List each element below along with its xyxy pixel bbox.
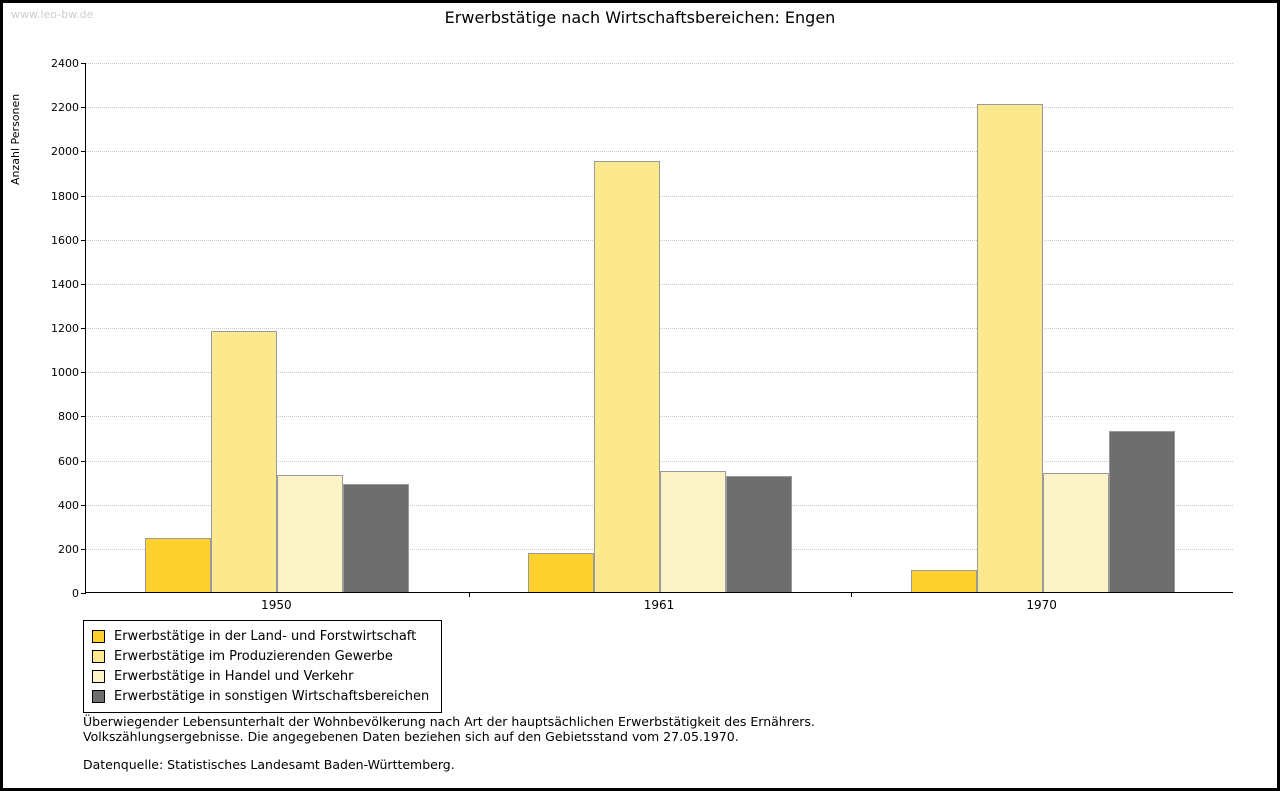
plot-area xyxy=(81,63,1233,597)
y-tick-mark xyxy=(81,416,86,418)
legend-item: Erwerbstätige im Produzierenden Gewerbe xyxy=(92,646,429,666)
bar-1950-series-2 xyxy=(211,331,277,592)
x-axis-label: 1970 xyxy=(1026,598,1057,612)
y-tick-label: 400 xyxy=(58,498,79,512)
y-tick-label: 1200 xyxy=(51,322,79,335)
y-tick-mark xyxy=(81,372,86,374)
bar-1961-series-2 xyxy=(594,161,660,592)
bar-1961-series-4 xyxy=(726,476,792,592)
bar-1970-series-1 xyxy=(911,570,977,592)
legend-swatch xyxy=(92,669,105,683)
y-tick-label: 1600 xyxy=(51,233,79,247)
legend-swatch xyxy=(92,649,105,663)
y-axis-label: Anzahl Personen xyxy=(9,93,22,185)
bar-1970-series-2 xyxy=(977,104,1043,592)
y-tick-mark xyxy=(81,283,86,285)
gridline xyxy=(86,107,1233,109)
y-tick-mark xyxy=(81,460,86,462)
y-tick-mark xyxy=(81,593,86,594)
legend: Erwerbstätige in der Land- und Forstwirt… xyxy=(83,620,443,713)
legend-label: Erwerbstätige in der Land- und Forstwirt… xyxy=(114,628,417,644)
y-tick-label: 2400 xyxy=(51,57,79,70)
y-tick-mark xyxy=(81,63,86,64)
gridline xyxy=(86,151,1233,153)
legend-swatch xyxy=(92,629,105,643)
x-tick-mark xyxy=(851,592,852,597)
bar-1950-series-1 xyxy=(145,538,211,592)
y-tick-mark xyxy=(81,548,86,550)
gridline xyxy=(86,63,1233,64)
y-tick-mark xyxy=(81,328,86,329)
y-tick-mark xyxy=(81,107,86,109)
x-tick-mark xyxy=(469,592,470,597)
legend-item: Erwerbstätige in sonstigen Wirtschaftsbe… xyxy=(92,686,429,706)
watermark: www.leo-bw.de xyxy=(11,8,94,21)
bar-1961-series-1 xyxy=(528,553,594,592)
y-tick-label: 1000 xyxy=(51,366,79,380)
x-axis-label: 1950 xyxy=(261,598,292,612)
y-tick-label: 1800 xyxy=(51,189,79,203)
legend-label: Erwerbstätige in Handel und Verkehr xyxy=(114,668,354,684)
x-axis-label: 1961 xyxy=(643,598,675,612)
bar-1950-series-3 xyxy=(277,475,343,592)
y-tick-label: 0 xyxy=(72,587,79,600)
y-tick-label: 600 xyxy=(58,454,79,468)
legend-item: Erwerbstätige in Handel und Verkehr xyxy=(92,666,429,686)
y-tick-label: 1400 xyxy=(51,277,79,291)
y-tick-label: 2200 xyxy=(51,101,79,115)
y-tick-mark xyxy=(81,504,86,506)
y-tick-mark xyxy=(81,239,86,241)
y-tick-mark xyxy=(81,195,86,197)
bar-1970-series-3 xyxy=(1043,473,1109,592)
footnotes: Überwiegender Lebensunterhalt der Wohnbe… xyxy=(83,714,815,772)
legend-label: Erwerbstätige in sonstigen Wirtschaftsbe… xyxy=(114,688,430,704)
bar-1961-series-3 xyxy=(660,471,726,592)
bar-1950-series-4 xyxy=(343,484,409,592)
legend-swatch xyxy=(92,689,105,703)
legend-item: Erwerbstätige in der Land- und Forstwirt… xyxy=(92,626,429,646)
y-tick-label: 800 xyxy=(58,410,79,424)
chart-title: Erwerbstätige nach Wirtschaftsbereichen:… xyxy=(444,8,836,27)
bar-1970-series-4 xyxy=(1109,431,1175,592)
footnote-line-1: Überwiegender Lebensunterhalt der Wohnbe… xyxy=(83,714,815,729)
y-tick-label: 200 xyxy=(58,542,79,556)
data-source: Datenquelle: Statistisches Landesamt Bad… xyxy=(83,757,455,772)
y-tick-label: 2000 xyxy=(51,145,79,159)
footnote-line-2: Volkszählungsergebnisse. Die angegebenen… xyxy=(83,729,739,744)
legend-label: Erwerbstätige im Produzierenden Gewerbe xyxy=(114,648,393,664)
y-tick-mark xyxy=(81,151,86,153)
